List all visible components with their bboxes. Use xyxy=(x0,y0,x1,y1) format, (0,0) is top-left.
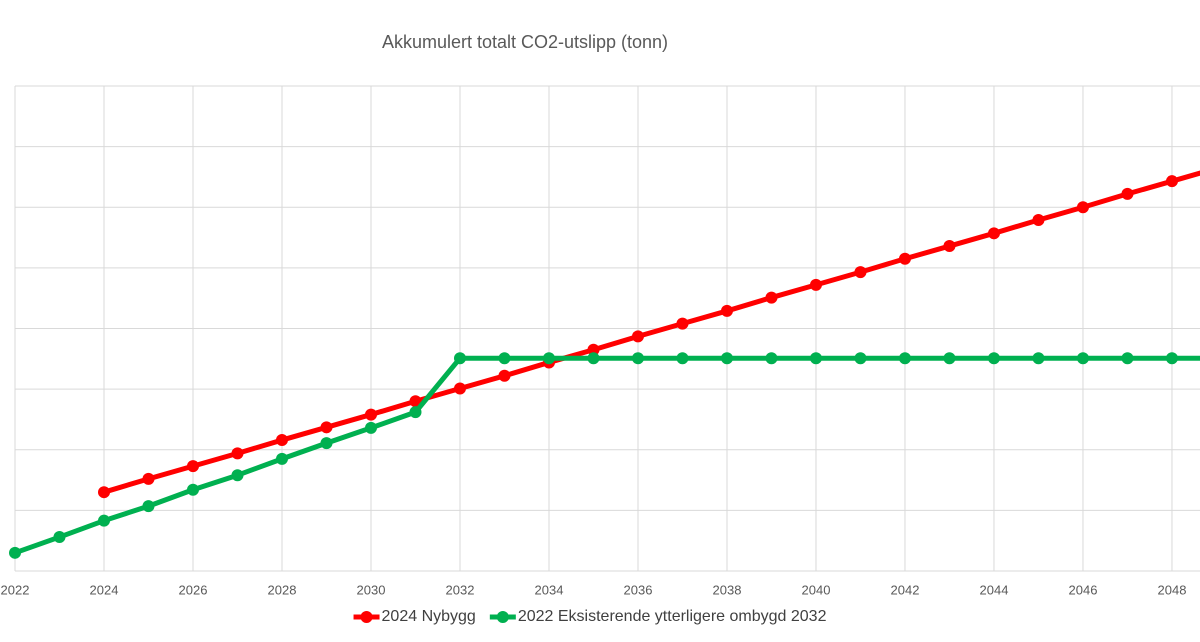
data-point xyxy=(1032,213,1045,226)
data-point xyxy=(409,406,422,419)
data-point xyxy=(453,382,466,395)
data-point xyxy=(9,546,21,559)
data-point xyxy=(1076,352,1089,365)
x-tick-label: 2032 xyxy=(446,582,475,597)
data-point xyxy=(231,469,244,482)
data-point xyxy=(720,304,733,317)
plot-area xyxy=(9,170,1200,559)
x-tick-label: 2038 xyxy=(713,582,742,597)
data-point xyxy=(587,352,600,365)
data-point xyxy=(943,352,956,365)
data-point xyxy=(53,531,66,544)
data-point xyxy=(809,352,822,365)
data-point xyxy=(97,514,110,527)
chart-title: Akkumulert totalt CO2-utslipp (tonn) xyxy=(382,32,668,52)
data-point xyxy=(587,343,600,356)
legend-label: 2024 Nybygg xyxy=(382,608,476,625)
data-point xyxy=(854,266,867,279)
x-tick-label: 2044 xyxy=(980,582,1009,597)
x-tick-label: 2040 xyxy=(802,582,831,597)
data-point xyxy=(97,486,110,499)
data-point xyxy=(765,352,778,365)
data-point xyxy=(186,483,199,496)
legend-marker xyxy=(496,611,509,623)
legend-label: 2022 Eksisterende ytterligere ombygd 203… xyxy=(518,608,827,625)
data-point xyxy=(987,227,1000,240)
x-tick-label: 2026 xyxy=(179,582,208,597)
data-point xyxy=(765,291,778,304)
data-point xyxy=(631,352,644,365)
x-tick-label: 2028 xyxy=(268,582,297,597)
legend-marker xyxy=(360,611,373,623)
data-point xyxy=(142,500,155,513)
data-point xyxy=(498,352,511,365)
data-point xyxy=(498,369,511,382)
data-point xyxy=(943,240,956,253)
data-point xyxy=(631,330,644,343)
data-point xyxy=(1076,201,1089,214)
data-point xyxy=(1121,187,1134,200)
x-tick-label: 2034 xyxy=(535,582,564,597)
data-point xyxy=(320,437,333,450)
series-line xyxy=(103,170,1200,495)
x-tick-label: 2036 xyxy=(624,582,653,597)
x-tick-label: 2030 xyxy=(357,582,386,597)
legend: 2024 Nybygg 2022 Eksisterende ytterligere… xyxy=(353,608,827,625)
data-point xyxy=(320,421,333,434)
x-tick-label: 2046 xyxy=(1069,582,1098,597)
legend-item: 2024 Nybygg xyxy=(353,608,476,625)
data-point xyxy=(854,352,867,365)
data-point xyxy=(542,352,555,365)
data-point xyxy=(987,352,1000,365)
data-point xyxy=(898,352,911,365)
x-tick-label: 2022 xyxy=(1,582,30,597)
data-point xyxy=(898,252,911,265)
x-tick-label: 2024 xyxy=(90,582,119,597)
grid: 2022 2024 2026 2028 2030 2032 2034 2036 2038 2040… xyxy=(1,85,1200,597)
data-point xyxy=(1121,352,1134,365)
data-point xyxy=(142,472,155,485)
data-point xyxy=(364,421,377,434)
data-point xyxy=(1032,352,1045,365)
series-line xyxy=(14,355,1200,556)
data-point xyxy=(453,352,466,365)
legend-item: 2022 Eksisterende ytterligere ombygd 203… xyxy=(489,608,827,625)
data-point xyxy=(1165,352,1178,365)
data-point xyxy=(676,317,689,330)
data-point xyxy=(275,434,288,447)
data-point xyxy=(409,395,422,408)
data-point xyxy=(231,447,244,460)
data-point xyxy=(1165,175,1178,188)
x-tick-label: 2042 xyxy=(891,582,920,597)
x-tick-label: 2048 xyxy=(1158,582,1187,597)
data-point xyxy=(275,452,288,465)
data-point xyxy=(364,408,377,421)
data-point xyxy=(809,278,822,291)
data-point xyxy=(720,352,733,365)
data-point xyxy=(186,460,199,473)
data-point xyxy=(676,352,689,365)
